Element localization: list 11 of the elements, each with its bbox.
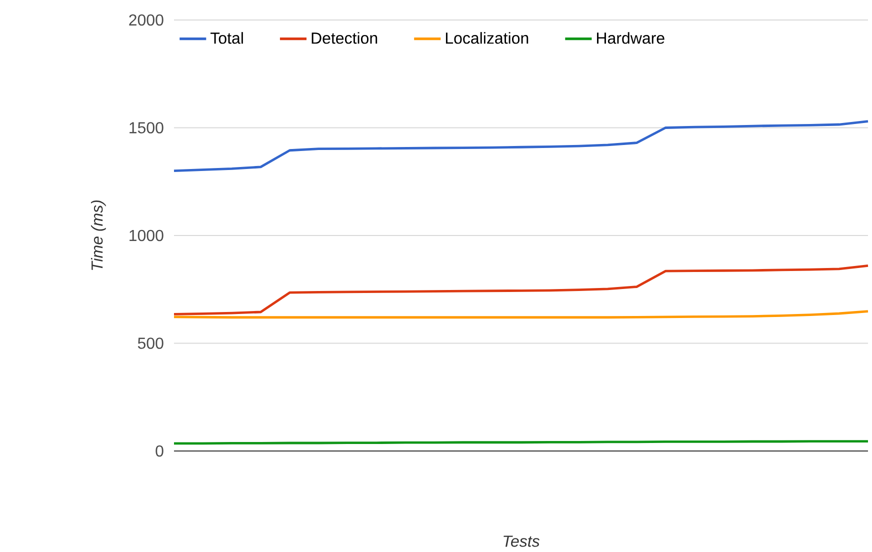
y-axis-title: Time (ms) xyxy=(90,200,106,270)
legend-label: Hardware xyxy=(597,32,664,44)
y-tick-label: 1000 xyxy=(130,230,164,242)
legend-label: Localization xyxy=(446,32,528,44)
y-tick-label: 2000 xyxy=(129,14,164,26)
x-axis-title: Tests xyxy=(504,536,540,547)
y-tick-label: 0 xyxy=(156,445,164,457)
y-tick-label: 500 xyxy=(138,338,164,349)
legend-label: Detection xyxy=(312,32,378,44)
legend-label: Total xyxy=(210,32,243,44)
y-tick-label: 1500 xyxy=(130,122,164,134)
